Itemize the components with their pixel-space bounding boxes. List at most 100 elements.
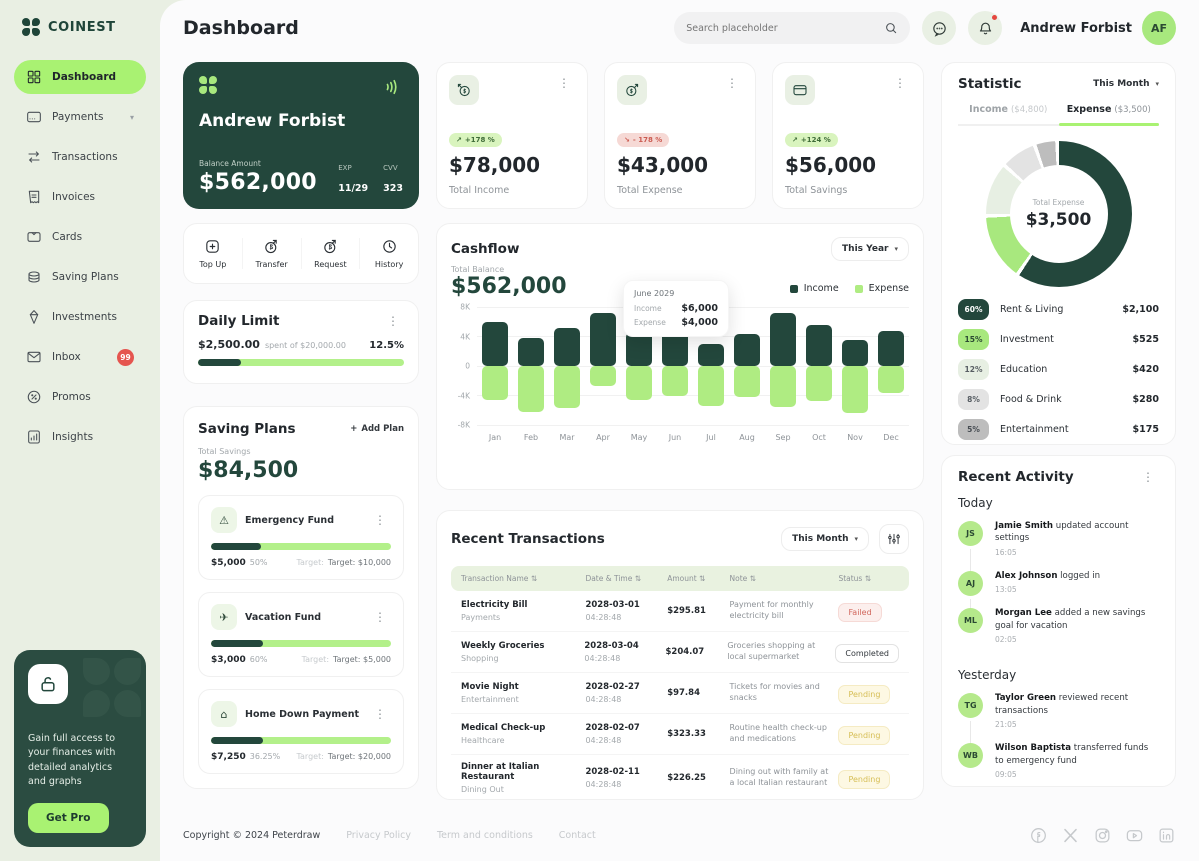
footer-link-term-and-conditions[interactable]: Term and conditions	[436, 830, 533, 841]
action-label: Top Up	[199, 260, 227, 269]
statistic-period-select[interactable]: This Month ▾	[1093, 79, 1159, 89]
activity-text: Wilson Baptista transferred funds to eme…	[995, 743, 1149, 766]
kebab-menu-icon[interactable]: ⋮	[726, 76, 738, 90]
transaction-name: Movie Night	[461, 682, 519, 692]
x-tick-label: Aug	[739, 433, 755, 442]
sidebar-item-insights[interactable]: Insights	[14, 420, 146, 454]
column-header-date-time[interactable]: Date & Time ⇅	[585, 574, 659, 583]
kebab-menu-icon[interactable]: ⋮	[374, 707, 386, 721]
search-input[interactable]	[686, 22, 885, 34]
sidebar-item-saving-plans[interactable]: Saving Plans	[14, 260, 146, 294]
avatar: AJ	[958, 570, 983, 596]
kebab-menu-icon[interactable]: ⋮	[894, 76, 906, 90]
sidebar-item-investments[interactable]: Investments	[14, 300, 146, 334]
history-button[interactable]: History	[359, 238, 418, 269]
activity-item: AJ Alex Johnson logged in 13:05	[958, 570, 1159, 609]
cashflow-period-select[interactable]: This Year ▾	[831, 237, 909, 261]
cell-status: Pending	[838, 723, 899, 745]
kebab-menu-icon[interactable]: ⋮	[374, 610, 386, 624]
tab-income[interactable]: Income ($4,800)	[969, 104, 1048, 115]
income-bar	[734, 333, 760, 366]
expense-bar	[554, 366, 580, 409]
linkedin-icon[interactable]	[1157, 826, 1176, 845]
sidebar-item-payments[interactable]: Payments ▾	[14, 100, 146, 134]
sidebar-item-promos[interactable]: Promos	[14, 380, 146, 414]
tab-expense[interactable]: Expense ($3,500)	[1058, 104, 1160, 126]
trend-up-icon: ↗	[792, 136, 798, 144]
kebab-menu-icon[interactable]: ⋮	[558, 76, 570, 90]
column-header-status[interactable]: Status ⇅	[838, 574, 899, 583]
stat-card-head: ⋮	[785, 75, 911, 105]
transaction-category: Payments	[461, 613, 501, 622]
get-pro-button[interactable]: Get Pro	[28, 803, 109, 833]
transaction-note: Groceries shopping at local supermarket	[727, 641, 816, 661]
search-bar[interactable]	[674, 12, 911, 44]
messages-button[interactable]	[922, 11, 957, 45]
request-button[interactable]: Request	[300, 238, 360, 269]
plan-vacation-fund: ✈ Vacation Fund ⋮ $3,000 60% Target: Target: $…	[198, 592, 404, 677]
sidebar-item-label: Payments	[52, 111, 104, 123]
kebab-menu-icon[interactable]: ⋮	[387, 314, 399, 328]
kebab-menu-icon[interactable]: ⋮	[1142, 470, 1154, 484]
expense-bar	[662, 366, 688, 396]
column-header-note[interactable]: Note ⇅	[730, 574, 831, 583]
footer-link-privacy-policy[interactable]: Privacy Policy	[346, 830, 411, 841]
stat-card-total-income: ⋮ ↗ +178 % $78,000 Total Income	[436, 62, 588, 209]
column-header-transaction-name[interactable]: Transaction Name ⇅	[461, 574, 577, 583]
facebook-icon[interactable]	[1029, 826, 1048, 845]
promos-icon	[26, 389, 42, 405]
transaction-note: Dining out with family at a local Italia…	[729, 767, 829, 787]
change-value: - 178 %	[632, 136, 663, 144]
kebab-menu-icon[interactable]: ⋮	[374, 513, 386, 527]
unread-count-badge: 99	[117, 348, 134, 366]
transactions-period-select[interactable]: This Month ▾	[781, 527, 869, 551]
top-up-button[interactable]: Top Up	[184, 238, 242, 269]
add-plan-button[interactable]: + Add Plan	[350, 424, 404, 434]
x-tick-label: Jan	[488, 433, 502, 442]
sidebar-item-transactions[interactable]: Transactions	[14, 140, 146, 174]
income-icon	[449, 75, 479, 105]
status-badge: Failed	[838, 603, 882, 622]
sidebar-item-label: Dashboard	[52, 71, 117, 83]
y-tick-label: 4K	[460, 332, 470, 341]
sidebar-item-cards[interactable]: Cards	[14, 220, 146, 254]
expense-bar	[482, 366, 508, 400]
action-label: Request	[314, 260, 347, 269]
gridline	[477, 365, 909, 367]
activity-text: Taylor Green reviewed recent transaction…	[995, 693, 1129, 716]
sidebar-item-inbox[interactable]: Inbox 99	[14, 340, 146, 374]
youtube-icon[interactable]	[1125, 826, 1144, 845]
change-badge: ↗ +178 %	[449, 133, 502, 147]
gridline	[477, 395, 909, 396]
cell-status: Pending	[838, 767, 899, 789]
sidebar-nav: Dashboard Payments ▾ Transactions Invoices Ca…	[14, 60, 146, 460]
transaction-note: Tickets for movies and snacks	[729, 682, 820, 702]
column-label: Amount	[667, 574, 700, 583]
column-header-amount[interactable]: Amount ⇅	[667, 574, 721, 583]
sidebar-item-dashboard[interactable]: Dashboard	[14, 60, 146, 94]
footer-link-contact[interactable]: Contact	[558, 830, 596, 841]
x-tick-label: Feb	[523, 433, 539, 442]
filter-button[interactable]	[879, 524, 909, 554]
cell-name: Electricity Bill Payments	[461, 600, 577, 622]
stat-card-head: ⋮	[617, 75, 743, 105]
recent-activity-card: Recent Activity ⋮ Today JS Jamie Smith upd…	[941, 455, 1176, 787]
card-holder-name: Andrew Forbist	[199, 111, 346, 131]
transaction-amount: $295.81	[667, 606, 706, 616]
plan-head: ✈ Vacation Fund ⋮	[211, 604, 391, 630]
transfer-button[interactable]: Transfer	[241, 238, 301, 269]
cvv-value: 323	[383, 183, 403, 194]
instagram-icon[interactable]	[1093, 826, 1112, 845]
gridline	[477, 424, 909, 426]
transaction-amount: $97.84	[667, 688, 700, 698]
cell-status: Pending	[838, 682, 899, 704]
contactless-icon	[381, 76, 403, 98]
x-icon[interactable]	[1061, 826, 1080, 845]
sidebar-item-invoices[interactable]: Invoices	[14, 180, 146, 214]
warning-icon: ⚠	[211, 507, 237, 533]
avatar[interactable]: AF	[1142, 11, 1176, 45]
category-value: $2,100	[1122, 304, 1159, 315]
legend-swatch	[789, 284, 798, 293]
notifications-button[interactable]	[968, 11, 1003, 45]
plan-head: ⌂ Home Down Payment ⋮	[211, 701, 391, 727]
